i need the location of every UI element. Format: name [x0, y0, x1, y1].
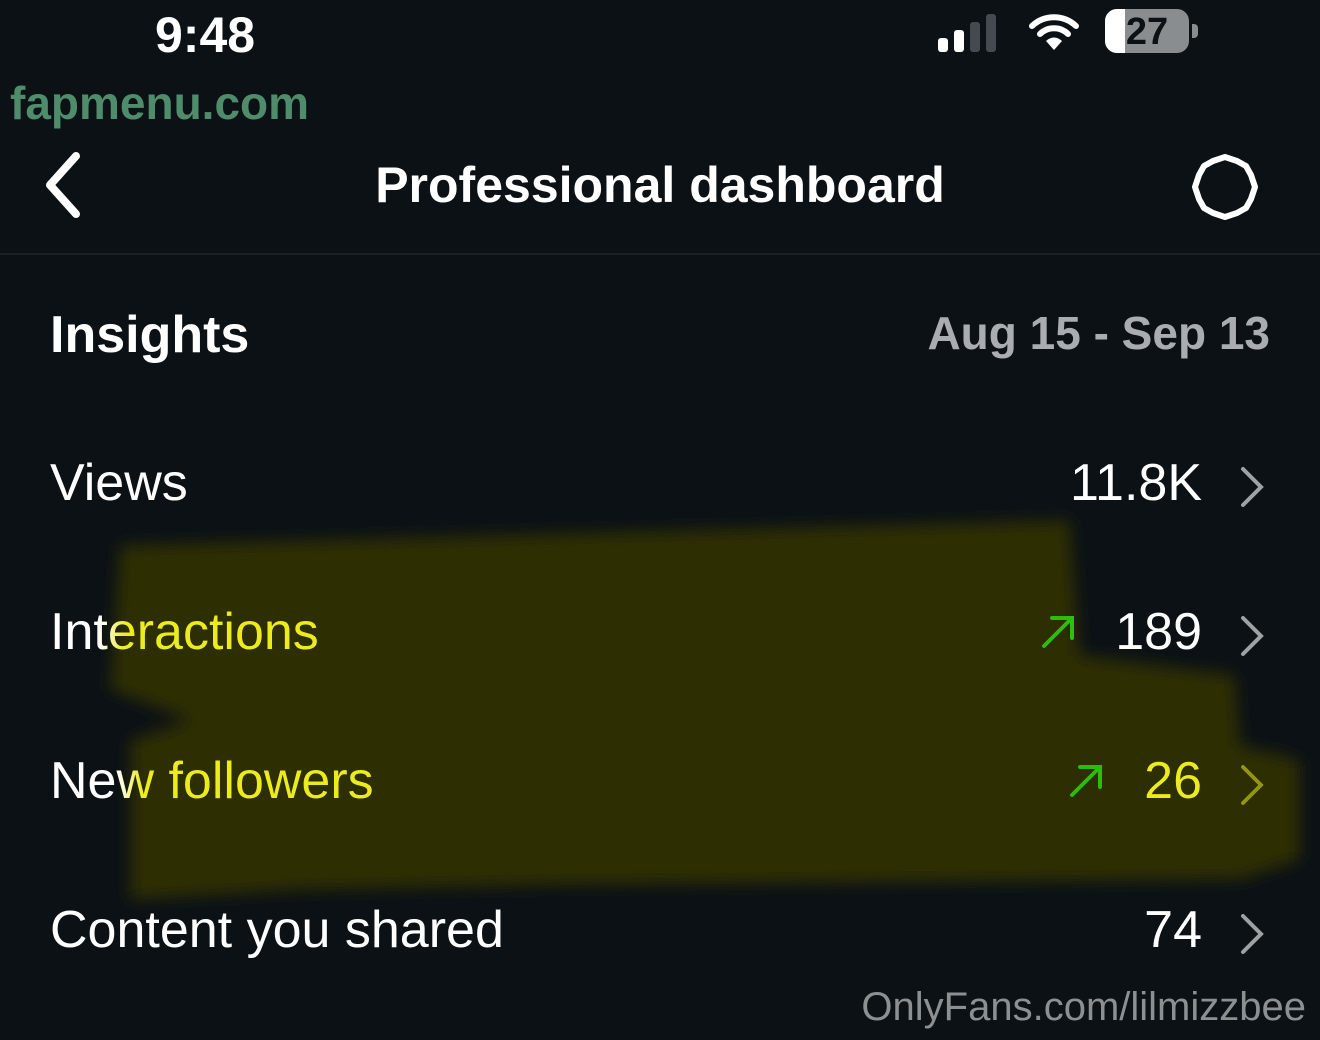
- chevron-right-icon: [1241, 765, 1264, 805]
- back-button[interactable]: [40, 150, 90, 220]
- battery-icon: 27: [1105, 9, 1189, 53]
- row-label: Content you shared: [50, 901, 504, 959]
- header-divider: [0, 253, 1320, 255]
- settings-gear-icon[interactable]: [1190, 152, 1260, 222]
- insight-row-interactions[interactable]: Interactions 189: [0, 582, 1320, 682]
- battery-level: 27: [1125, 11, 1169, 53]
- insights-heading: Insights: [50, 306, 250, 364]
- row-label: New followers: [50, 752, 374, 810]
- insight-row-new-followers[interactable]: New followers 26: [0, 731, 1320, 831]
- watermark-credit: OnlyFans.com/lilmizzbee: [861, 985, 1306, 1029]
- page-title: Professional dashboard: [375, 157, 945, 213]
- insight-row-content-shared[interactable]: Content you shared 74: [0, 880, 1320, 980]
- row-label: Views: [50, 454, 188, 512]
- trend-up-arrow-icon: [1070, 765, 1102, 797]
- trend-up-arrow-icon: [1042, 616, 1074, 648]
- row-value: 26: [1144, 752, 1202, 810]
- row-value: 74: [1144, 901, 1202, 959]
- watermark-logo: fapmenu.com: [10, 77, 310, 129]
- row-value: 189: [1115, 603, 1202, 661]
- insight-row-views[interactable]: Views 11.8K: [0, 433, 1320, 533]
- chevron-right-icon: [1241, 616, 1264, 656]
- status-time: 9:48: [155, 7, 256, 63]
- chevron-right-icon: [1241, 914, 1264, 954]
- battery-tip: [1192, 24, 1198, 38]
- wifi-icon: [1029, 14, 1079, 50]
- chevron-right-icon: [1241, 467, 1264, 507]
- date-range[interactable]: Aug 15 - Sep 13: [927, 307, 1270, 359]
- row-label: Interactions: [50, 603, 319, 661]
- row-value: 11.8K: [1069, 454, 1202, 512]
- cellular-signal-icon: [938, 12, 996, 52]
